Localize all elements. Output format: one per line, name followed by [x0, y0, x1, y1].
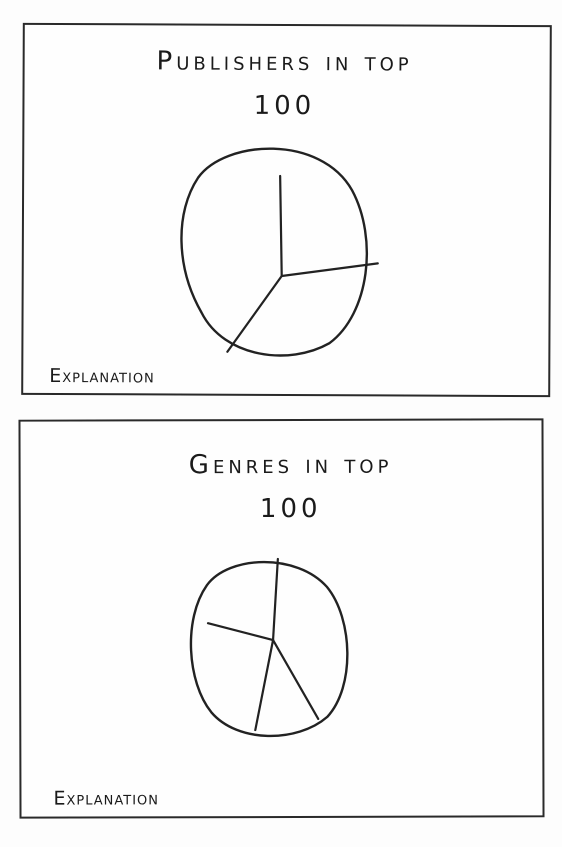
- pie-divider: [226, 274, 283, 353]
- pie-divider: [271, 638, 320, 721]
- genres-chart-title: Genres in top 100: [188, 449, 393, 525]
- genres-pie-chart: [189, 557, 349, 738]
- genres-chart-panel: Genres in top 100 Explanation: [18, 418, 545, 819]
- genres-chart-explanation: Explanation: [53, 787, 160, 810]
- publishers-chart-explanation: Explanation: [49, 364, 155, 388]
- pie-divider: [271, 557, 279, 642]
- publishers-chart-title: Publishers in top 100: [156, 46, 413, 122]
- pie-outline: [189, 560, 349, 738]
- publishers-chart-panel: Publishers in top 100 Explanation: [21, 22, 552, 398]
- pie-divider: [206, 622, 275, 642]
- pie-divider: [279, 174, 283, 278]
- pie-divider: [280, 262, 379, 278]
- pie-outline: [180, 147, 368, 357]
- pie-divider: [254, 638, 275, 732]
- publishers-pie-chart: [180, 147, 379, 357]
